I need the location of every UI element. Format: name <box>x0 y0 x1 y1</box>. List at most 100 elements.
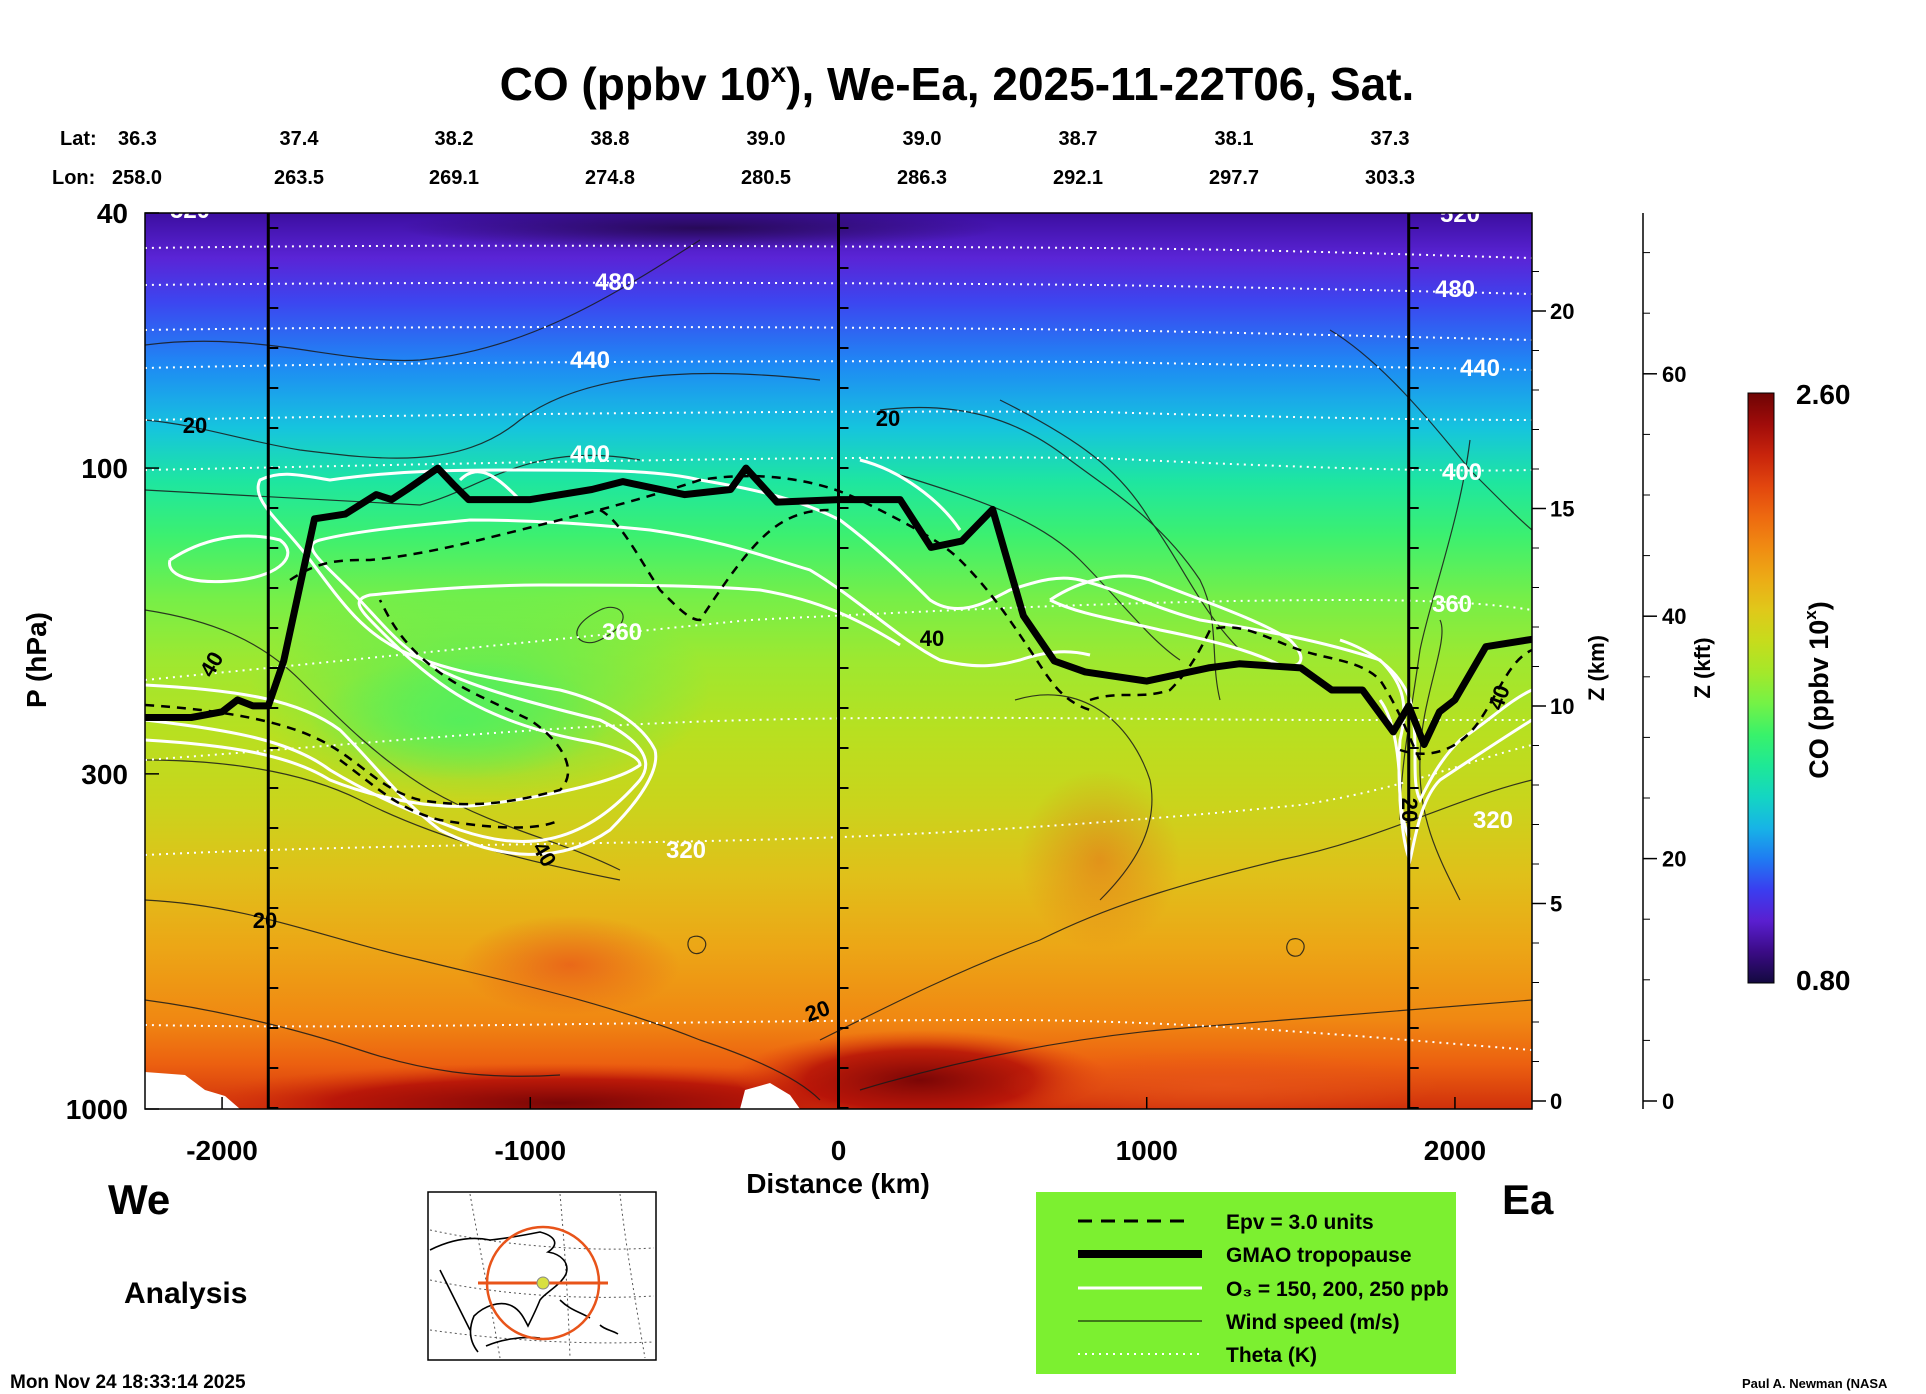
lon-value: 280.5 <box>741 167 791 189</box>
y-axis: 1000 300 100 40 <box>66 198 159 1125</box>
gmao-tropopause-line <box>145 464 1532 748</box>
epv-contours <box>145 474 1532 829</box>
x-tick-label: -1000 <box>494 1135 566 1166</box>
ozone-contour-east <box>1339 638 1532 804</box>
ozone-contour-upper-2 <box>859 458 962 531</box>
x-axis: -2000 -1000 0 1000 2000 <box>186 1097 1486 1166</box>
wind-speed-label: 20 <box>876 406 900 431</box>
z-km-tick-label: 5 <box>1550 892 1562 917</box>
inset-map <box>427 1191 657 1361</box>
legend: Epv = 3.0 units GMAO tropopause O₃ = 150… <box>1036 1192 1456 1374</box>
co-dark-top-patch <box>400 213 1000 250</box>
colorbar-min-label: 0.80 <box>1796 965 1851 996</box>
vertical-markers <box>266 213 1419 1109</box>
wind-contour <box>145 239 701 362</box>
inset-map-meridian <box>619 1193 646 1359</box>
wind-contour <box>879 406 1221 701</box>
legend-label-tropopause: GMAO tropopause <box>1226 1244 1412 1267</box>
wind-contour <box>899 474 1181 661</box>
lon-value: 286.3 <box>897 167 947 189</box>
wind-contour <box>145 759 621 881</box>
lon-value: 274.8 <box>585 167 635 189</box>
lat-value: 37.3 <box>1371 128 1410 150</box>
wind-contour <box>1286 938 1305 957</box>
x-axis-label: Distance (km) <box>746 1168 930 1199</box>
theta-label: 360 <box>1432 591 1472 618</box>
wind-contour <box>145 899 821 1101</box>
wind-contour <box>819 779 1532 1041</box>
co-intrusion-core <box>310 660 610 780</box>
lon-value: 292.1 <box>1053 167 1103 189</box>
theta-line-500 <box>145 244 1532 259</box>
co-surface-max-east <box>1000 1050 1440 1109</box>
z-kft-tick-label: 20 <box>1662 847 1686 872</box>
colorbar-max-label: 2.60 <box>1796 379 1851 410</box>
theta-label: 480 <box>1435 276 1475 303</box>
below-ground-mask-2 <box>740 1083 800 1109</box>
theta-label: 520 <box>170 197 210 224</box>
theta-line-480 <box>145 281 1532 295</box>
z-km-axis: 0 5 10 15 20 <box>1532 271 1574 1114</box>
wind-speed-label: 40 <box>920 626 944 651</box>
east-label: Ea <box>1502 1176 1554 1223</box>
ozone-contour-200 <box>145 518 1091 843</box>
legend-label-theta: Theta (K) <box>1226 1344 1317 1367</box>
lat-lon-rows: 36.3 37.4 38.2 38.8 39.0 39.0 38.7 38.1 37.3 258.… <box>112 128 1415 189</box>
lat-value: 38.2 <box>435 128 474 150</box>
epv-contour <box>1089 626 1422 761</box>
z-kft-axis-label: Z (kft) <box>1690 637 1715 698</box>
z-km-tick-label: 20 <box>1550 299 1574 324</box>
lat-row-label: Lat: <box>60 128 97 150</box>
y-tick-label: 40 <box>97 198 128 229</box>
wind-contour <box>145 609 621 871</box>
wind-speed-contours <box>145 239 1532 1101</box>
lon-value: 303.3 <box>1365 167 1415 189</box>
theta-line-400 <box>145 456 1532 472</box>
west-label: We <box>108 1176 170 1223</box>
theta-label: 400 <box>570 441 610 468</box>
inset-map-parallel <box>429 1229 655 1250</box>
theta-line-340 <box>145 716 1532 761</box>
ozone-contour-upper <box>458 470 522 502</box>
lon-row-label: Lon: <box>52 167 95 189</box>
inset-map-coastline <box>429 1231 619 1353</box>
theta-label: 360 <box>602 619 642 646</box>
theta-contours <box>145 244 1532 1051</box>
z-kft-tick-label: 60 <box>1662 362 1686 387</box>
legend-label-epv: Epv = 3.0 units <box>1226 1211 1374 1234</box>
theta-line-460 <box>145 326 1532 341</box>
lon-value: 297.7 <box>1209 167 1259 189</box>
colorbar-label: CO (ppbv 10x) <box>1801 601 1834 779</box>
credit: Paul A. Newman (NASA <box>1742 1376 1888 1391</box>
epv-contour <box>339 759 561 829</box>
theta-line-420 <box>145 410 1532 421</box>
inset-map-parallel <box>429 1279 655 1298</box>
z-kft-tick-label: 0 <box>1662 1089 1674 1114</box>
lat-value: 38.7 <box>1059 128 1098 150</box>
z-km-tick-label: 10 <box>1550 694 1574 719</box>
theta-label: 480 <box>595 269 635 296</box>
colorbar-bar <box>1747 392 1775 984</box>
theta-line-320 <box>145 744 1532 856</box>
epv-contour <box>289 474 1091 712</box>
z-kft-axis: 0 20 40 60 <box>1642 213 1686 1114</box>
inset-map-center-marker <box>536 1276 550 1290</box>
wind-contour <box>1014 694 1153 901</box>
inset-map-meridian <box>469 1193 501 1359</box>
theta-line-440 <box>145 360 1532 371</box>
epv-contour <box>599 508 831 622</box>
wind-contour <box>1329 329 1532 531</box>
below-ground-mask <box>145 1072 240 1109</box>
lon-value: 263.5 <box>274 167 324 189</box>
theta-label: 520 <box>1440 201 1480 228</box>
lat-value: 39.0 <box>903 128 942 150</box>
theta-label: 320 <box>666 837 706 864</box>
lat-value: 38.1 <box>1215 128 1254 150</box>
y-tick-label: 100 <box>81 453 128 484</box>
ozone-contour-plume <box>1049 574 1303 668</box>
timestamp: Mon Nov 24 18:33:14 2025 <box>10 1372 246 1393</box>
wind-contour <box>145 372 821 459</box>
inset-map-parallel <box>429 1329 655 1344</box>
z-km-tick-label: 0 <box>1550 1089 1562 1114</box>
